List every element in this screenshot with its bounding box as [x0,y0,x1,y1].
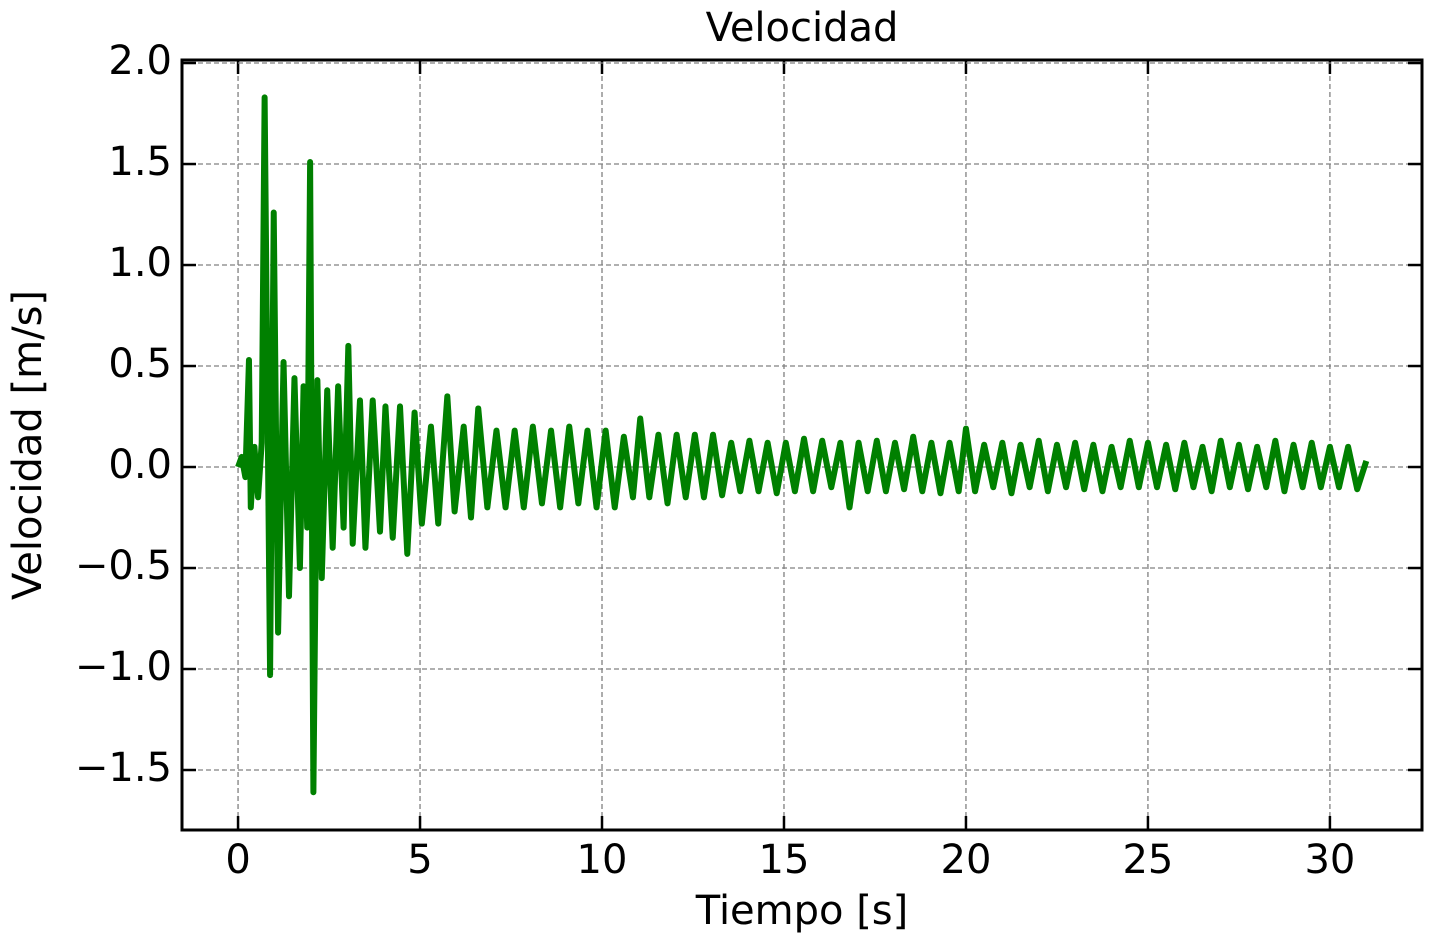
x-tick-label: 0 [225,837,250,883]
y-tick-label: 2.0 [108,38,172,84]
x-tick-label: 25 [1122,837,1173,883]
x-tick-label: 30 [1304,837,1355,883]
x-tick-label: 20 [941,837,992,883]
x-tick-label: 10 [577,837,628,883]
chart-title: Velocidad [706,5,899,51]
y-tick-label: −1.0 [75,644,172,690]
x-axis-label: Tiempo [s] [695,888,909,934]
x-tick-label: 5 [407,837,432,883]
y-tick-label: −1.5 [75,745,172,791]
y-tick-label: 1.5 [108,139,172,185]
y-tick-label: 0.5 [108,341,172,387]
data-line [235,94,1370,796]
y-tick-label: 0.0 [108,442,172,488]
x-tick-label: 15 [759,837,810,883]
y-tick-label: −0.5 [75,543,172,589]
y-tick-label: 1.0 [108,240,172,286]
y-axis-label: Velocidad [m/s] [5,290,51,600]
plot-frame [180,58,1424,832]
